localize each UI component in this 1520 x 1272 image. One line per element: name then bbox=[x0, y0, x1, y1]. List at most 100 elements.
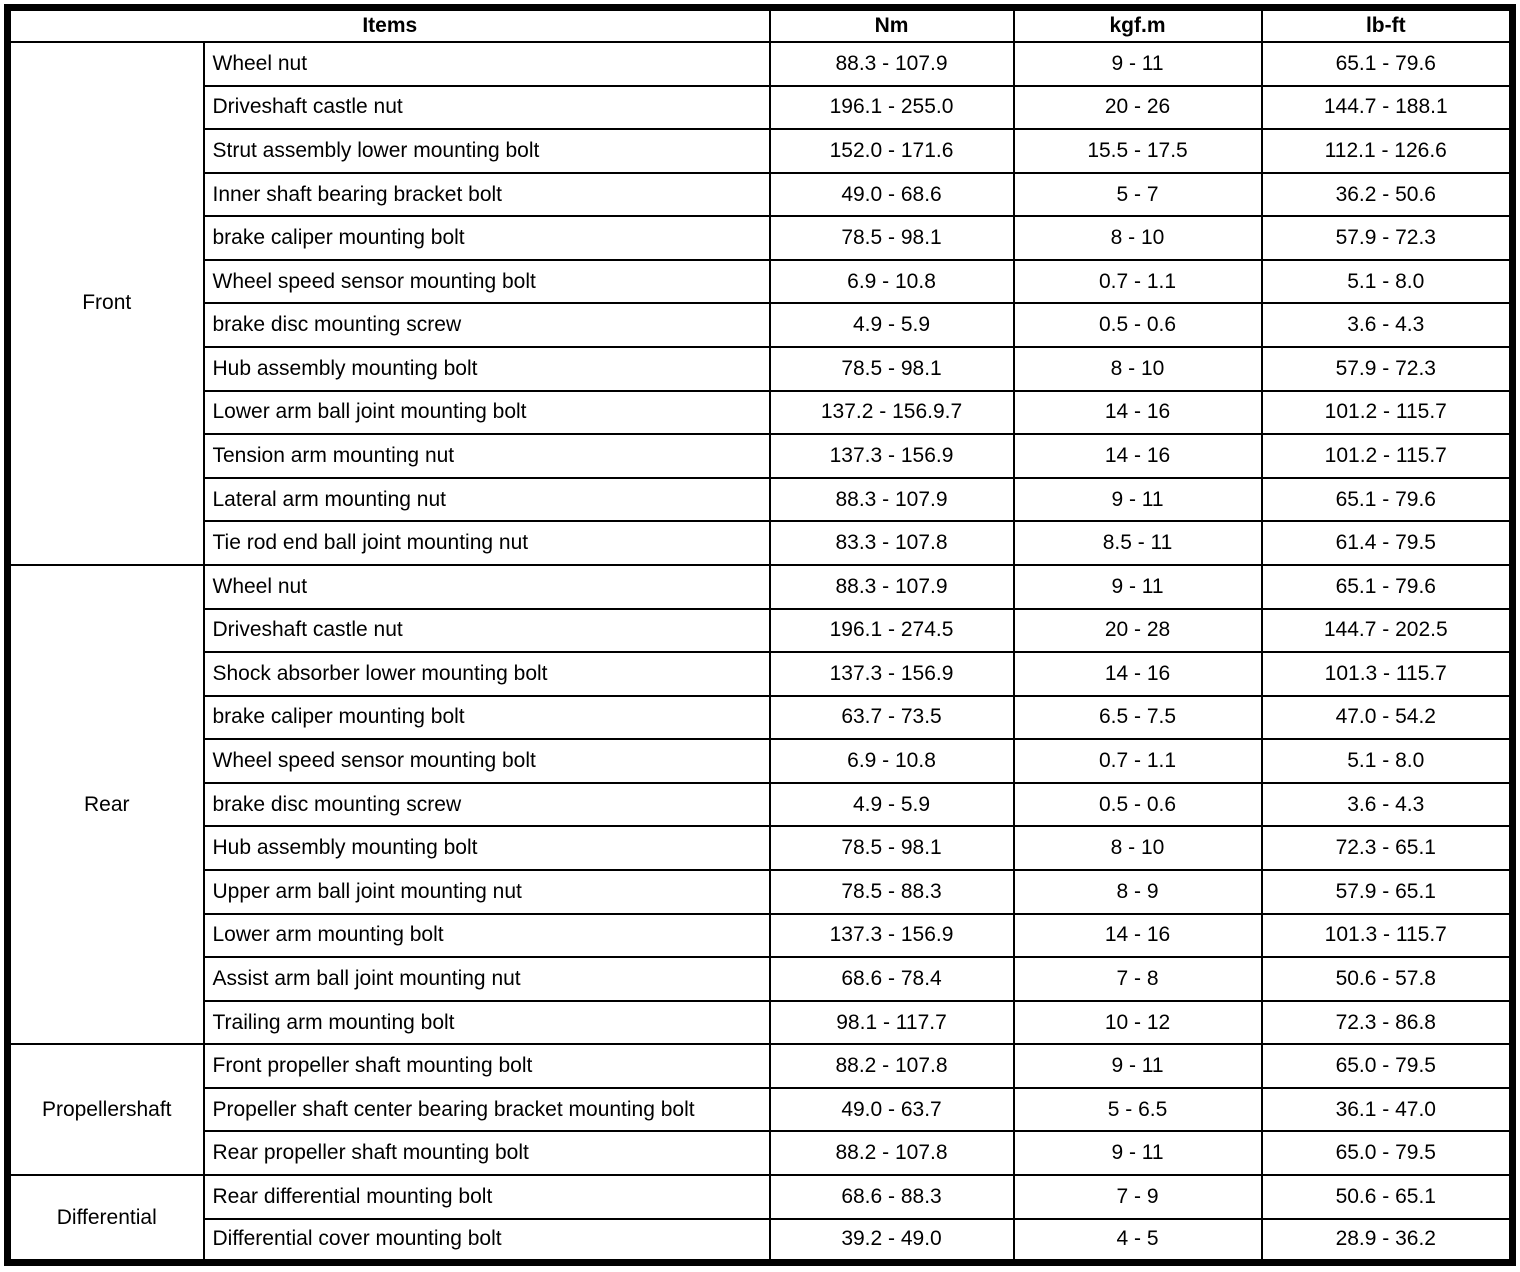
lbft-value-cell: 144.7 - 188.1 bbox=[1260, 84, 1514, 131]
torque-spec-table: Items Nm kgf.m lb-ft Front Wheel nut 88.3 … bbox=[4, 4, 1517, 1266]
kgfm-value-cell: 14 - 16 bbox=[1012, 433, 1263, 479]
header-kgfm: kgf.m bbox=[1012, 6, 1263, 43]
table-body: Front Wheel nut 88.3 - 107.9 9 - 11 65.1 - 7… bbox=[6, 41, 1514, 1264]
lbft-value-cell: 65.1 - 79.6 bbox=[1260, 563, 1514, 610]
nm-value-cell: 4.9 - 5.9 bbox=[768, 781, 1015, 828]
lbft-value-cell: 57.9 - 72.3 bbox=[1260, 215, 1514, 261]
lbft-value-cell: 65.0 - 79.5 bbox=[1260, 1043, 1514, 1089]
kgfm-value-cell: 5 - 7 bbox=[1012, 171, 1263, 218]
lbft-value-cell: 101.3 - 115.7 bbox=[1260, 912, 1514, 959]
item-cell: Lateral arm mounting nut bbox=[202, 476, 771, 523]
nm-value-cell: 78.5 - 98.1 bbox=[768, 346, 1015, 392]
item-cell: Wheel speed sensor mounting bolt bbox=[202, 738, 771, 784]
item-cell: Hub assembly mounting bolt bbox=[202, 825, 771, 871]
lbft-value-cell: 3.6 - 4.3 bbox=[1260, 781, 1514, 828]
nm-value-cell: 68.6 - 88.3 bbox=[768, 1174, 1015, 1220]
lbft-value-cell: 3.6 - 4.3 bbox=[1260, 302, 1514, 349]
lbft-value-cell: 61.4 - 79.5 bbox=[1260, 520, 1514, 566]
nm-value-cell: 49.0 - 68.6 bbox=[768, 171, 1015, 218]
nm-value-cell: 137.3 - 156.9 bbox=[768, 651, 1015, 697]
item-cell: Driveshaft castle nut bbox=[202, 607, 771, 654]
item-cell: Wheel nut bbox=[202, 41, 771, 87]
item-cell: Assist arm ball joint mounting nut bbox=[202, 956, 771, 1002]
nm-value-cell: 6.9 - 10.8 bbox=[768, 738, 1015, 784]
lbft-value-cell: 101.3 - 115.7 bbox=[1260, 651, 1514, 697]
item-cell: Front propeller shaft mounting bolt bbox=[202, 1043, 771, 1089]
kgfm-value-cell: 8 - 10 bbox=[1012, 825, 1263, 871]
nm-value-cell: 4.9 - 5.9 bbox=[768, 302, 1015, 349]
nm-value-cell: 137.3 - 156.9 bbox=[768, 433, 1015, 479]
lbft-value-cell: 144.7 - 202.5 bbox=[1260, 607, 1514, 654]
kgfm-value-cell: 8 - 9 bbox=[1012, 868, 1263, 915]
table-row: Hub assembly mounting bolt 78.5 - 98.1 8 -… bbox=[8, 346, 1514, 392]
lbft-value-cell: 5.1 - 8.0 bbox=[1260, 258, 1514, 305]
lbft-value-cell: 36.1 - 47.0 bbox=[1260, 1086, 1514, 1133]
table-row: Wheel speed sensor mounting bolt 6.9 - 10… bbox=[8, 738, 1514, 784]
table-row: Propeller shaft center bearing bracket m… bbox=[8, 1086, 1514, 1133]
group-cell: Rear bbox=[6, 563, 205, 1046]
nm-value-cell: 83.3 - 107.8 bbox=[768, 520, 1015, 566]
lbft-value-cell: 57.9 - 65.1 bbox=[1260, 868, 1514, 915]
kgfm-value-cell: 6.5 - 7.5 bbox=[1012, 694, 1263, 741]
kgfm-value-cell: 0.5 - 0.6 bbox=[1012, 781, 1263, 828]
table-row: Rear propeller shaft mounting bolt 88.2 -… bbox=[8, 1130, 1514, 1177]
group-cell: Differential bbox=[6, 1174, 205, 1264]
kgfm-value-cell: 4 - 5 bbox=[1012, 1217, 1263, 1264]
nm-value-cell: 39.2 - 49.0 bbox=[768, 1217, 1015, 1264]
item-cell: Shock absorber lower mounting bolt bbox=[202, 651, 771, 697]
item-cell: brake disc mounting screw bbox=[202, 302, 771, 349]
table-row: Differential cover mounting bolt 39.2 - 4… bbox=[8, 1217, 1514, 1264]
nm-value-cell: 137.2 - 156.9.7 bbox=[768, 389, 1015, 436]
table-row: brake caliper mounting bolt 78.5 - 98.1 8 … bbox=[8, 215, 1514, 261]
nm-value-cell: 152.0 - 171.6 bbox=[768, 128, 1015, 174]
kgfm-value-cell: 14 - 16 bbox=[1012, 912, 1263, 959]
kgfm-value-cell: 20 - 28 bbox=[1012, 607, 1263, 654]
lbft-value-cell: 28.9 - 36.2 bbox=[1260, 1217, 1514, 1264]
kgfm-value-cell: 8 - 10 bbox=[1012, 215, 1263, 261]
nm-value-cell: 137.3 - 156.9 bbox=[768, 912, 1015, 959]
kgfm-value-cell: 8 - 10 bbox=[1012, 346, 1263, 392]
kgfm-value-cell: 14 - 16 bbox=[1012, 389, 1263, 436]
lbft-value-cell: 50.6 - 57.8 bbox=[1260, 956, 1514, 1002]
kgfm-value-cell: 5 - 6.5 bbox=[1012, 1086, 1263, 1133]
item-cell: Strut assembly lower mounting bolt bbox=[202, 128, 771, 174]
table-row: Assist arm ball joint mounting nut 68.6 -… bbox=[8, 956, 1514, 1002]
item-cell: Propeller shaft center bearing bracket m… bbox=[202, 1086, 771, 1133]
header-items: Items bbox=[6, 6, 771, 43]
kgfm-value-cell: 9 - 11 bbox=[1012, 41, 1263, 87]
table-row: Hub assembly mounting bolt 78.5 - 98.1 8 -… bbox=[8, 825, 1514, 871]
group-cell: Front bbox=[6, 41, 205, 566]
header-nm: Nm bbox=[768, 6, 1015, 43]
kgfm-value-cell: 15.5 - 17.5 bbox=[1012, 128, 1263, 174]
table-row: Propellershaft Front propeller shaft moun… bbox=[6, 1043, 1514, 1177]
item-cell: brake disc mounting screw bbox=[202, 781, 771, 828]
item-cell: Differential cover mounting bolt bbox=[202, 1217, 771, 1264]
kgfm-value-cell: 9 - 11 bbox=[1012, 1043, 1263, 1089]
table-row: Front Wheel nut 88.3 - 107.9 9 - 11 65.1 - 7… bbox=[6, 41, 1514, 566]
torque-spec-table-wrap: Items Nm kgf.m lb-ft Front Wheel nut 88.3 … bbox=[4, 4, 1517, 1268]
kgfm-value-cell: 0.7 - 1.1 bbox=[1012, 258, 1263, 305]
item-cell: Wheel nut bbox=[202, 563, 771, 610]
table-header: Items Nm kgf.m lb-ft bbox=[6, 6, 1514, 43]
header-row: Items Nm kgf.m lb-ft bbox=[6, 6, 1514, 43]
header-lbft: lb-ft bbox=[1260, 6, 1514, 43]
table-row: Strut assembly lower mounting bolt 152.0 … bbox=[8, 128, 1514, 174]
nm-value-cell: 88.3 - 107.9 bbox=[768, 563, 1015, 610]
table-row: Driveshaft castle nut 196.1 - 255.0 20 - 2… bbox=[8, 84, 1514, 131]
nm-value-cell: 6.9 - 10.8 bbox=[768, 258, 1015, 305]
nm-value-cell: 78.5 - 98.1 bbox=[768, 215, 1015, 261]
lbft-value-cell: 50.6 - 65.1 bbox=[1260, 1174, 1514, 1220]
nm-value-cell: 88.3 - 107.9 bbox=[768, 476, 1015, 523]
kgfm-value-cell: 14 - 16 bbox=[1012, 651, 1263, 697]
nm-value-cell: 88.2 - 107.8 bbox=[768, 1130, 1015, 1177]
item-cell: Trailing arm mounting bolt bbox=[202, 999, 771, 1046]
table-row: Wheel speed sensor mounting bolt 6.9 - 10… bbox=[8, 258, 1514, 305]
table-row: Driveshaft castle nut 196.1 - 274.5 20 - 2… bbox=[8, 607, 1514, 654]
kgfm-value-cell: 7 - 9 bbox=[1012, 1174, 1263, 1220]
lbft-value-cell: 36.2 - 50.6 bbox=[1260, 171, 1514, 218]
lbft-value-cell: 65.1 - 79.6 bbox=[1260, 476, 1514, 523]
kgfm-value-cell: 9 - 11 bbox=[1012, 1130, 1263, 1177]
nm-value-cell: 78.5 - 98.1 bbox=[768, 825, 1015, 871]
nm-value-cell: 196.1 - 255.0 bbox=[768, 84, 1015, 131]
nm-value-cell: 196.1 - 274.5 bbox=[768, 607, 1015, 654]
